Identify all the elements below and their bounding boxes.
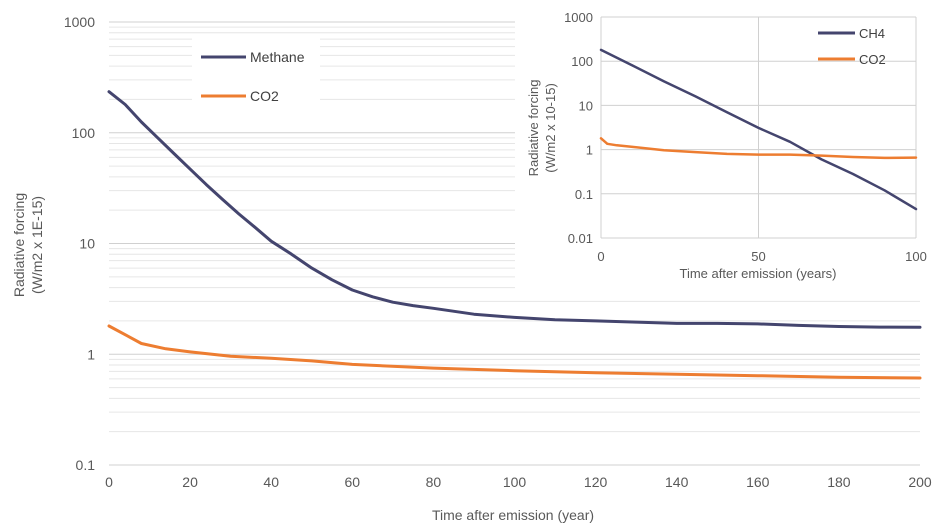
inset-x-axis-title: Time after emission (years): [680, 266, 837, 281]
inset-y-tick-label: 1000: [564, 10, 593, 25]
main-x-axis-title: Time after emission (year): [432, 507, 594, 523]
inset-y-tick-labels: 0.01 0.1 1 10 100 1000: [564, 10, 593, 246]
main-x-tick-label: 40: [263, 474, 279, 490]
main-x-tick-labels: 0 20 40 60 80 100 120 140 160 180 200: [105, 474, 932, 490]
inset-y-tick-label: 10: [579, 98, 593, 113]
inset-y-axis-title-line2: (W/m2 x 10-15): [543, 83, 558, 173]
main-y-axis-title-line1: Radiative forcing: [11, 193, 27, 297]
inset-y-tick-label: 0.01: [568, 231, 593, 246]
main-y-tick-label: 1: [87, 346, 95, 362]
inset-series-line-co2: [599, 137, 918, 160]
main-x-tick-label: 180: [827, 474, 851, 490]
main-y-tick-label: 0.1: [76, 457, 96, 473]
main-legend-label-methane: Methane: [250, 49, 305, 65]
main-series-lines: [107, 90, 922, 380]
main-y-axis-title-line2: (W/m2 x 1E-15): [29, 196, 45, 294]
main-x-tick-label: 0: [105, 474, 113, 490]
main-legend-label-co2: CO2: [250, 88, 279, 104]
main-y-tick-label: 1000: [64, 14, 95, 30]
inset-x-tick-labels: 0 50 100: [597, 249, 926, 264]
main-x-tick-label: 80: [426, 474, 442, 490]
inset-legend-label-co2: CO2: [859, 52, 886, 67]
main-x-tick-label: 120: [584, 474, 608, 490]
main-x-tick-label: 200: [908, 474, 932, 490]
inset-series-line-ch4: [599, 48, 918, 211]
main-legend: Methane CO2: [192, 34, 320, 108]
inset-y-tick-label: 1: [586, 143, 593, 158]
main-x-tick-label: 20: [182, 474, 198, 490]
inset-x-tick-label: 0: [597, 249, 604, 264]
main-x-tick-label: 100: [503, 474, 527, 490]
main-series-line-co2: [107, 324, 922, 380]
inset-y-tick-label: 100: [571, 54, 593, 69]
main-x-tick-label: 140: [665, 474, 689, 490]
inset-x-tick-label: 50: [751, 249, 765, 264]
inset-background: [515, 0, 932, 290]
main-x-tick-label: 60: [345, 474, 361, 490]
inset-legend-label-ch4: CH4: [859, 26, 885, 41]
inset-legend: CH4 CO2: [818, 26, 886, 67]
inset-series-lines: [599, 48, 918, 211]
inset-x-tick-label: 100: [905, 249, 927, 264]
main-y-tick-label: 10: [79, 236, 95, 252]
main-x-tick-label: 160: [746, 474, 770, 490]
main-y-tick-label: 100: [72, 125, 96, 141]
main-y-tick-labels: 0.1 1 10 100 1000: [64, 14, 95, 473]
main-series-line-methane: [107, 90, 922, 329]
inset-chart: 0.01 0.1 1 10 100 1000 0 50 100 Time after emis…: [515, 0, 932, 290]
inset-y-axis-title-line1: Radiative forcing: [526, 80, 541, 177]
inset-y-tick-label: 0.1: [575, 187, 593, 202]
